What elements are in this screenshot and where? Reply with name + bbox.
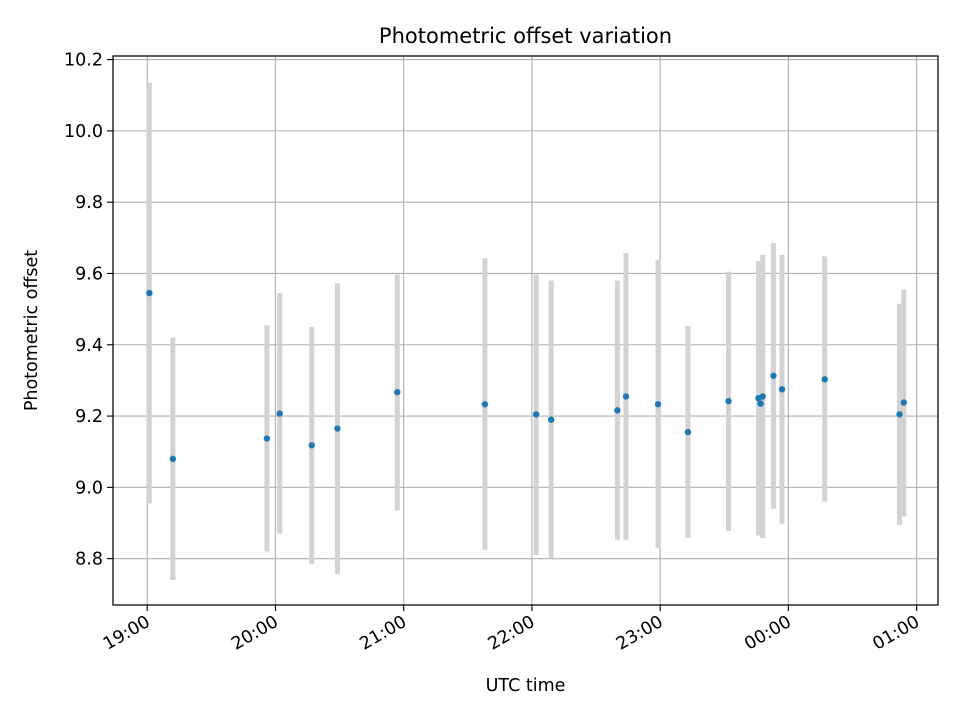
data-point <box>334 425 341 432</box>
y-tick-label: 8.8 <box>75 550 103 570</box>
data-point <box>276 410 283 417</box>
data-point <box>821 376 828 383</box>
data-point <box>263 435 271 442</box>
y-tick-label: 9.6 <box>75 264 103 284</box>
y-tick-label: 9.2 <box>75 407 103 427</box>
data-point <box>169 455 177 463</box>
y-tick-label: 10.2 <box>64 51 103 71</box>
data-point <box>759 393 766 400</box>
data-point <box>770 372 777 379</box>
y-tick-label: 10.0 <box>64 122 103 142</box>
data-point <box>725 397 732 405</box>
data-point <box>547 416 555 423</box>
chart-title: Photometric offset variation <box>379 24 672 48</box>
data-point <box>900 399 908 406</box>
data-point <box>896 411 903 418</box>
x-axis-label: UTC time <box>486 676 566 696</box>
data-point <box>481 401 489 408</box>
data-point <box>308 442 315 449</box>
data-point <box>622 393 630 400</box>
data-point <box>394 388 401 396</box>
y-axis-ticks: 8.8 9.0 9.2 9.4 9.6 9.8 10.0 10.2 <box>64 51 113 570</box>
data-point <box>614 407 621 414</box>
y-axis-label: Photometric offset <box>22 250 42 411</box>
data-point <box>778 386 786 393</box>
y-tick-label: 9.4 <box>75 336 103 356</box>
y-tick-label: 9.0 <box>75 478 103 498</box>
data-point <box>654 401 662 408</box>
y-tick-label: 9.8 <box>75 193 103 213</box>
data-point <box>684 428 692 436</box>
plot-frame <box>112 55 939 606</box>
data-point <box>757 400 764 407</box>
data-point <box>532 411 540 418</box>
data-points <box>146 289 908 463</box>
data-point <box>146 289 153 297</box>
